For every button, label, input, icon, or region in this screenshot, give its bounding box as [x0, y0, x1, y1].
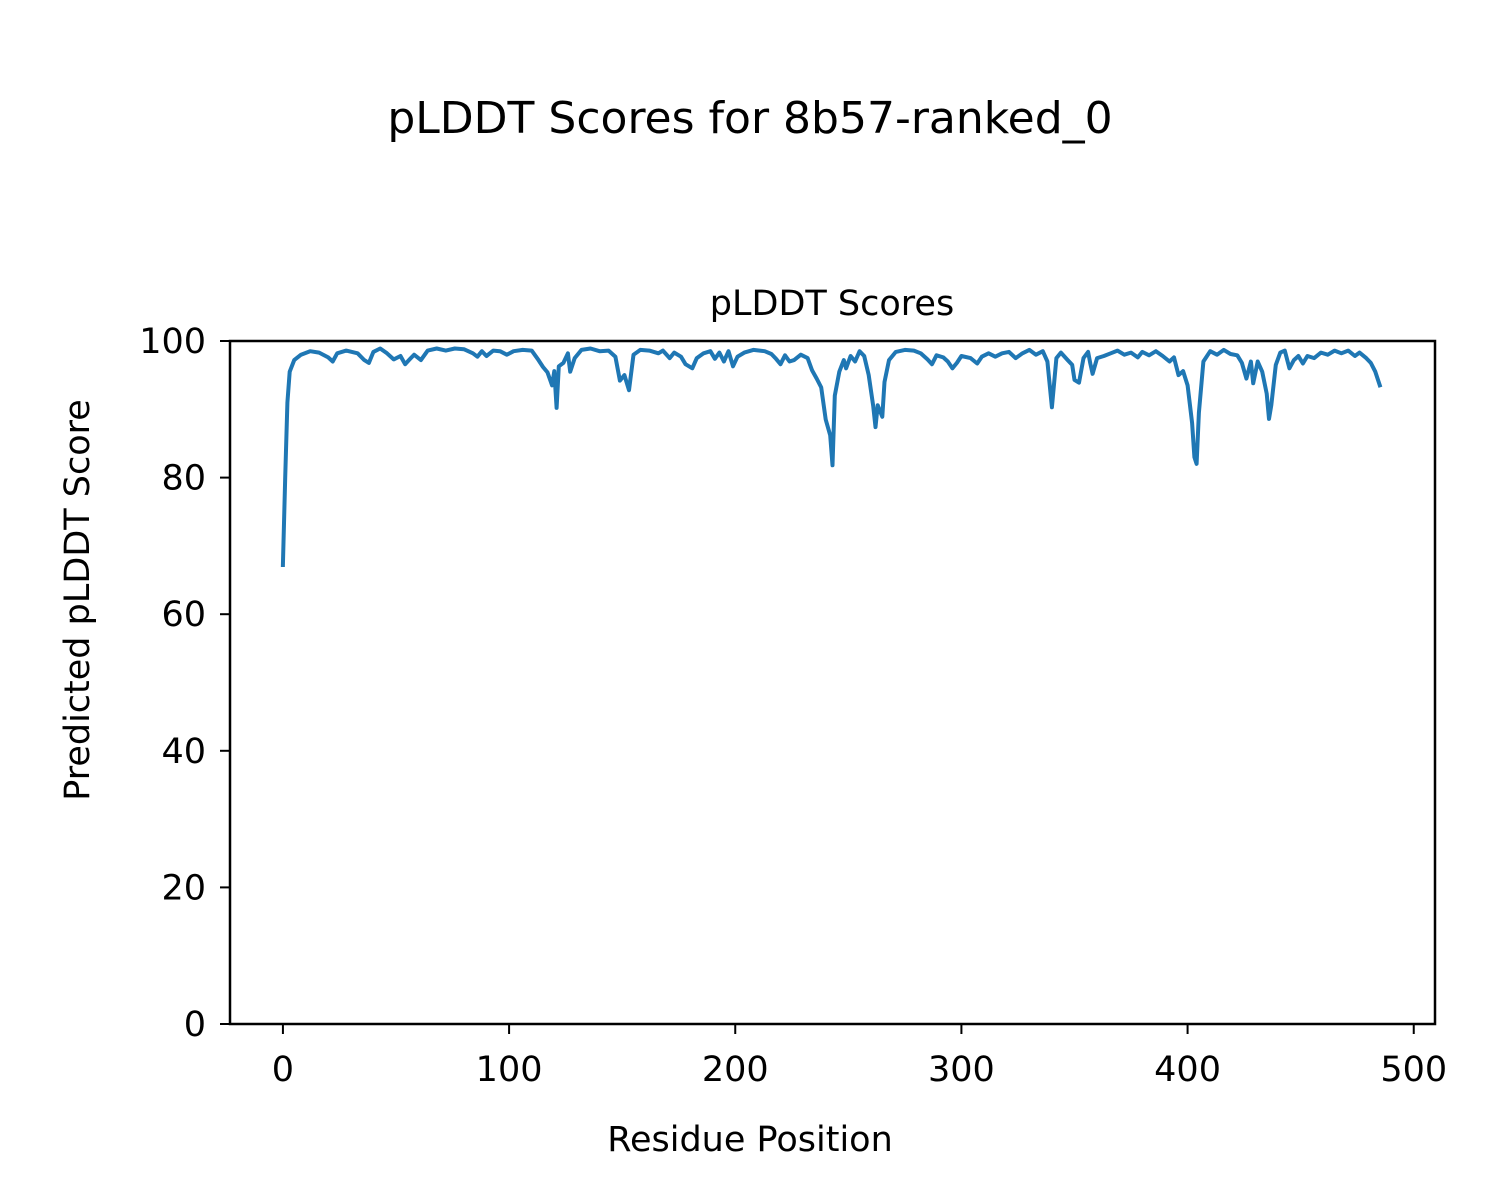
y-tick-label: 0	[184, 1005, 206, 1045]
plot-frame	[228, 339, 1437, 1026]
y-tick-label: 60	[161, 595, 206, 635]
x-tick-label: 100	[476, 1050, 543, 1090]
y-tick-label: 40	[161, 732, 206, 772]
y-tick-label: 80	[161, 459, 206, 499]
x-tick-label: 0	[272, 1050, 294, 1090]
x-tick-label: 300	[928, 1050, 995, 1090]
axes-title: pLDDT Scores	[710, 284, 954, 324]
y-tick-label: 20	[161, 868, 206, 908]
tick-layer: 0 100 200 300 400 500 0 20 40 60 80 100	[139, 322, 1447, 1090]
plddt-line	[280, 346, 1383, 568]
y-axis-label: Predicted pLDDT Score	[58, 399, 98, 801]
figure-suptitle: pLDDT Scores for 8b57-ranked_0	[387, 93, 1112, 144]
x-axis-label: Residue Position	[607, 1120, 893, 1160]
x-tick-label: 500	[1380, 1050, 1447, 1090]
x-tick-label: 400	[1154, 1050, 1221, 1090]
x-tick-label: 200	[702, 1050, 769, 1090]
y-tick-label: 100	[139, 322, 206, 362]
